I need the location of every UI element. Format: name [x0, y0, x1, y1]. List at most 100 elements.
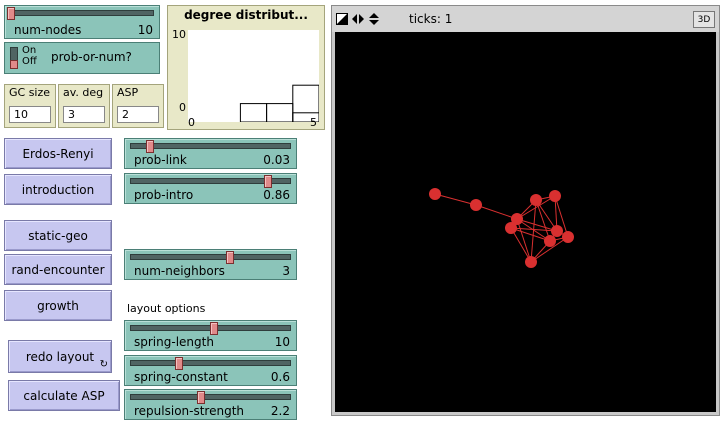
plot-x-max-label: 5 [310, 116, 317, 129]
network-link [530, 236, 569, 263]
world-view: ticks: 1 3D [331, 5, 720, 416]
switch-on-off-text: On Off [22, 45, 37, 67]
static-geo-button[interactable]: static-geo [4, 220, 112, 251]
monitor-value: 2 [117, 106, 159, 123]
switch-label: prob-or-num? [51, 50, 132, 64]
network-link [516, 195, 556, 220]
forever-loop-icon: ↻ [99, 359, 108, 370]
introduction-button[interactable]: introduction [4, 174, 112, 205]
monitor-label: ASP [117, 86, 139, 99]
network-node [562, 231, 574, 243]
histogram-bar [266, 103, 294, 122]
redo-layout-button[interactable]: redo layout ↻ [8, 340, 112, 373]
network-node [530, 194, 542, 206]
slider-label: num-neighbors [134, 264, 225, 278]
network-link [434, 193, 477, 206]
monitor-value: 3 [63, 106, 105, 123]
network-link [535, 199, 551, 242]
erdos-renyi-button[interactable]: Erdos-Renyi [4, 138, 112, 169]
monitor-label: av. deg [63, 86, 104, 99]
repulsion-strength-slider[interactable]: repulsion-strength 2.2 [124, 389, 297, 420]
slider-thumb[interactable] [209, 322, 218, 335]
slider-track[interactable] [130, 357, 291, 370]
view-control-icons[interactable] [336, 11, 396, 29]
network-node [525, 256, 537, 268]
spring-length-slider[interactable]: spring-length 10 [124, 320, 297, 351]
spring-constant-slider[interactable]: spring-constant 0.6 [124, 355, 297, 386]
network-link [510, 227, 532, 263]
slider-thumb[interactable] [146, 140, 155, 153]
monitor-label: GC size [9, 86, 51, 99]
slider-track[interactable] [130, 175, 291, 188]
network-link [535, 199, 558, 232]
3d-button-label: 3D [697, 14, 711, 25]
network-link [554, 195, 569, 238]
button-label: introduction [21, 182, 95, 197]
arrows-horizontal-icon[interactable] [352, 14, 364, 24]
layout-options-label: layout options [127, 302, 206, 315]
slider-track[interactable] [7, 7, 154, 20]
slider-value: 0.6 [270, 370, 290, 384]
rand-encounter-button[interactable]: rand-encounter [4, 254, 112, 285]
prob-link-slider[interactable]: prob-link 0.03 [124, 138, 297, 169]
slider-thumb[interactable] [174, 357, 183, 370]
growth-button[interactable]: growth [4, 290, 112, 321]
button-label: calculate ASP [23, 388, 105, 403]
3d-view-button[interactable]: 3D [693, 11, 715, 28]
network-edges [434, 193, 569, 263]
slider-value: 10 [274, 335, 290, 349]
slider-thumb[interactable] [7, 7, 15, 20]
switch-knob[interactable] [10, 60, 18, 69]
network-node [549, 190, 561, 202]
plot-y-min-label: 0 [179, 101, 186, 114]
network-link [516, 218, 558, 232]
world-canvas[interactable] [335, 32, 716, 412]
slider-label: repulsion-strength [134, 404, 245, 418]
slider-value: 10 [137, 23, 153, 37]
zoom-icon[interactable] [336, 13, 348, 25]
slider-label: spring-length [134, 335, 214, 349]
slider-thumb[interactable] [263, 175, 272, 188]
plot-area [188, 30, 319, 122]
histogram-svg [239, 84, 319, 122]
button-label: redo layout [25, 349, 95, 364]
av-deg-monitor: av. deg 3 [58, 84, 110, 128]
gc-size-monitor: GC size 10 [4, 84, 56, 128]
switch-track[interactable] [10, 47, 18, 69]
switch-on-label: On [22, 45, 37, 56]
histogram-bar [239, 103, 268, 122]
slider-value: 0.86 [263, 188, 290, 202]
slider-track[interactable] [130, 322, 291, 335]
prob-intro-slider[interactable]: prob-intro 0.86 [124, 173, 297, 204]
network-link [475, 204, 518, 220]
slider-thumb[interactable] [196, 391, 205, 404]
monitor-value: 10 [9, 106, 51, 123]
slider-value: 0.03 [263, 153, 290, 167]
switch-off-label: Off [22, 56, 37, 67]
slider-label: spring-constant [134, 370, 228, 384]
prob-or-num-switch[interactable]: On Off prob-or-num? [4, 42, 160, 74]
asp-monitor: ASP 2 [112, 84, 164, 128]
calculate-asp-button[interactable]: calculate ASP [8, 380, 120, 411]
network-node [429, 188, 441, 200]
button-label: Erdos-Renyi [22, 146, 94, 161]
plot-x-min-label: 0 [188, 116, 195, 129]
network-node [511, 213, 523, 225]
network-link [510, 227, 551, 242]
plot-y-max-label: 10 [172, 28, 186, 41]
button-label: static-geo [28, 228, 88, 243]
network-node [544, 235, 556, 247]
histogram-bar [292, 84, 319, 122]
button-label: rand-encounter [11, 262, 105, 277]
slider-track[interactable] [130, 251, 291, 264]
slider-track[interactable] [130, 140, 291, 153]
network-link [530, 199, 537, 263]
slider-track[interactable] [130, 391, 291, 404]
slider-label: num-nodes [14, 23, 82, 37]
network-link [516, 218, 532, 263]
slider-thumb[interactable] [225, 251, 234, 264]
degree-distribution-plot: degree distribut... 10 0 0 5 [167, 5, 325, 130]
num-nodes-slider[interactable]: num-nodes 10 [4, 5, 160, 39]
num-neighbors-slider[interactable]: num-neighbors 3 [124, 249, 297, 280]
arrows-vertical-icon[interactable] [369, 13, 379, 25]
